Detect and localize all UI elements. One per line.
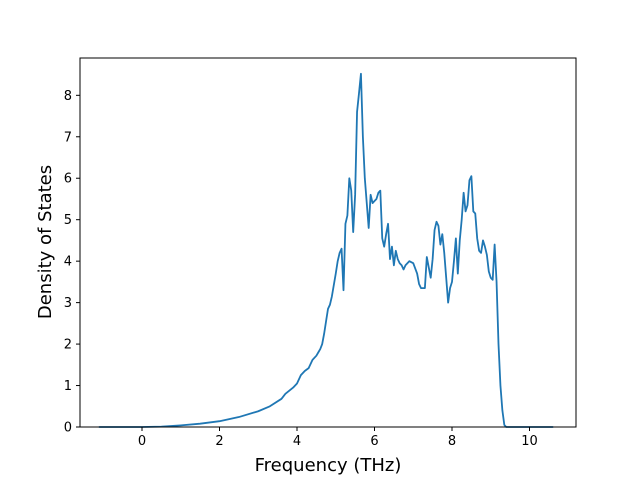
y-axis-label: Density of States xyxy=(35,165,56,319)
x-tick-label: 0 xyxy=(138,434,146,449)
x-axis-label: Frequency (THz) xyxy=(255,455,402,476)
x-tick-label: 8 xyxy=(448,434,456,449)
x-tick-label: 2 xyxy=(215,434,223,449)
y-tick-label: 6 xyxy=(64,172,72,187)
axis-ticks: 0 2 4 6 8 10 0 1 2 3 4 5 6 7 8 xyxy=(64,89,538,449)
y-tick-label: 7 xyxy=(64,130,72,145)
y-tick-label: 4 xyxy=(64,255,72,270)
x-tick-label: 4 xyxy=(293,434,301,449)
y-tick-label: 8 xyxy=(64,89,72,104)
axes-frame xyxy=(79,57,577,428)
x-tick-label: 10 xyxy=(521,434,538,449)
y-tick-label: 0 xyxy=(64,421,72,436)
plot-area xyxy=(98,72,554,428)
dos-series-line xyxy=(98,72,554,428)
y-tick-label: 5 xyxy=(64,213,72,228)
y-tick-label: 1 xyxy=(64,379,72,394)
x-tick-label: 6 xyxy=(370,434,378,449)
y-tick-label: 3 xyxy=(64,296,72,311)
y-tick-label: 2 xyxy=(64,338,72,353)
